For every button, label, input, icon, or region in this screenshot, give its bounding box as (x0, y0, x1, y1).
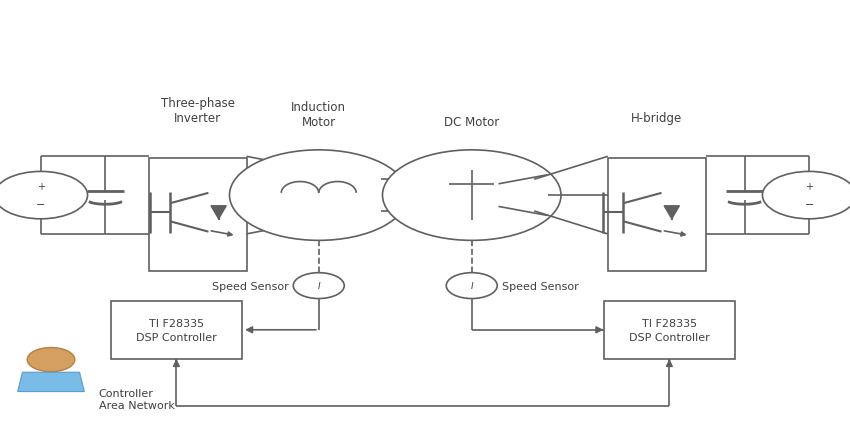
Bar (608, 159, 706, 271)
Text: TI F28335: TI F28335 (149, 318, 204, 328)
Circle shape (382, 150, 561, 241)
Text: DSP Controller: DSP Controller (629, 332, 710, 342)
Text: Induction
Motor: Induction Motor (292, 101, 346, 129)
Polygon shape (664, 206, 679, 219)
Text: I: I (470, 282, 473, 290)
Circle shape (0, 172, 88, 219)
Text: DC Motor: DC Motor (445, 116, 500, 129)
Circle shape (27, 348, 75, 372)
Text: DSP Controller: DSP Controller (136, 332, 217, 342)
Circle shape (446, 273, 497, 299)
Text: Speed Sensor: Speed Sensor (502, 281, 578, 291)
Polygon shape (18, 372, 84, 392)
Bar (604, 301, 735, 359)
Text: TI F28335: TI F28335 (642, 318, 697, 328)
Text: Three-phase
Inverter: Three-phase Inverter (161, 97, 235, 125)
Text: Speed Sensor: Speed Sensor (212, 281, 289, 291)
Circle shape (230, 150, 408, 241)
Text: −: − (36, 200, 46, 210)
Polygon shape (211, 206, 226, 219)
Text: I: I (317, 282, 320, 290)
Text: +: + (805, 181, 813, 192)
Bar (110, 301, 242, 359)
Text: −: − (804, 200, 814, 210)
Text: Controller
Area Network: Controller Area Network (99, 388, 174, 410)
Text: H-bridge: H-bridge (631, 112, 683, 125)
Circle shape (293, 273, 344, 299)
Bar (149, 159, 246, 271)
Circle shape (762, 172, 850, 219)
Text: +: + (37, 181, 45, 192)
